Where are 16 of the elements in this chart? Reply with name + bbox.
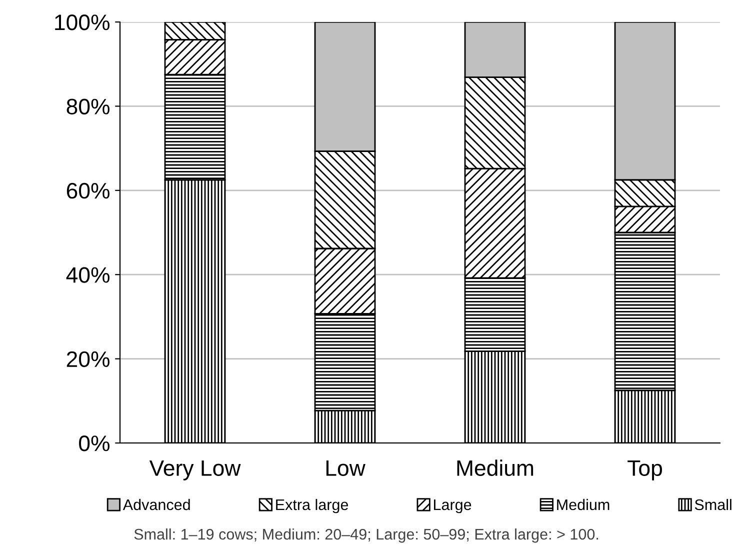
y-tick-label: 40%: [66, 267, 110, 283]
y-tick-label: 60%: [66, 182, 110, 199]
legend-label: Extra large: [276, 498, 348, 514]
legend-label: Advanced: [122, 498, 190, 510]
x-tick-label: Medium: [457, 460, 534, 476]
y-tick-label: 0%: [79, 436, 110, 452]
y-tick-label: 20%: [66, 351, 110, 368]
y-tick-label: 80%: [66, 98, 110, 114]
legend-label: Large: [434, 499, 472, 514]
x-tick-label: Very Low: [149, 460, 241, 480]
text: Small: 1–19 cows; Medium: 20–49; Large: 50–99; Extra large: > 100.: [134, 528, 598, 543]
x-tick-label: Low: [326, 460, 366, 476]
legend-label: Small: [694, 498, 732, 510]
y-tick-label: 100%: [55, 14, 110, 30]
x-tick-label: Top: [628, 460, 662, 480]
legend-label: Medium: [557, 498, 610, 510]
